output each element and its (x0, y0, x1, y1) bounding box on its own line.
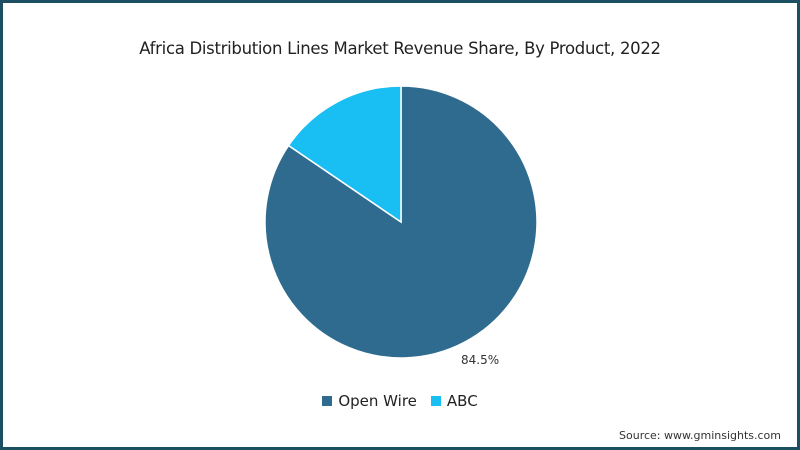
chart-title: Africa Distribution Lines Market Revenue… (139, 39, 661, 58)
legend-item-open-wire[interactable]: Open Wire (322, 392, 417, 410)
pie-slice-abc[interactable] (287, 85, 402, 224)
legend-swatch-icon (322, 396, 333, 406)
legend-label: ABC (446, 392, 478, 410)
legend-label: Open Wire (338, 392, 417, 410)
legend-swatch-icon (430, 396, 441, 406)
legend-item-abc[interactable]: ABC (430, 392, 478, 410)
pie-chart (264, 85, 538, 359)
legend: Open Wire ABC (3, 392, 797, 410)
open-wire-data-label: 84.5% (461, 353, 500, 367)
source-note: Source: www.gminsights.com (619, 429, 781, 442)
